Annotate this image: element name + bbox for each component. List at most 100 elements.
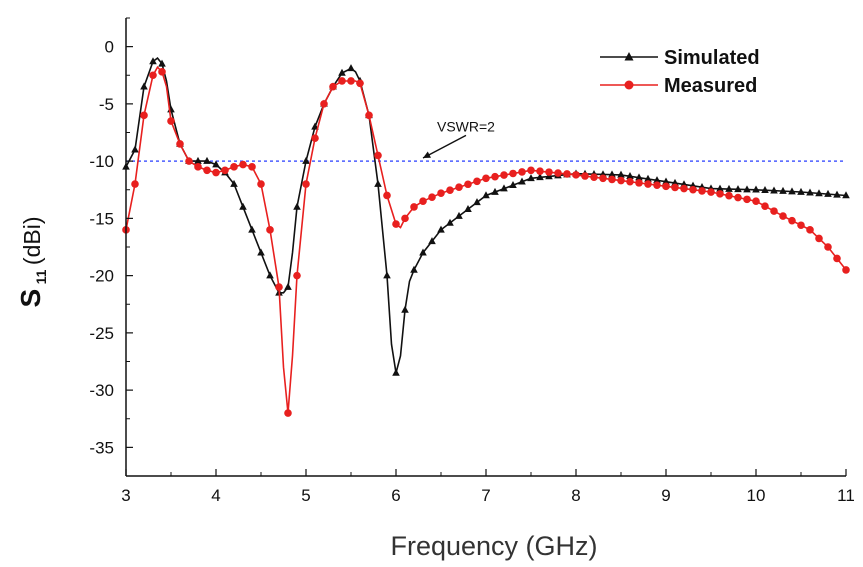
data-point [176, 140, 184, 148]
y-tick-label: 0 [105, 38, 114, 57]
data-point [356, 79, 364, 88]
y-tick-label: -10 [89, 152, 114, 171]
data-point [293, 202, 301, 210]
legend: Simulated Measured [600, 47, 760, 97]
data-point [302, 156, 310, 164]
data-point [518, 168, 526, 176]
y-tick-label: -25 [89, 324, 114, 343]
data-point [797, 187, 805, 195]
data-point [311, 134, 319, 143]
series-line-simulated [125, 56, 847, 374]
data-point [428, 193, 436, 201]
data-point [743, 195, 751, 204]
data-point [572, 171, 580, 179]
data-point [257, 248, 265, 256]
data-point [248, 225, 256, 233]
vswr-annotation-text: VSWR=2 [437, 118, 495, 134]
data-point [374, 151, 382, 160]
vswr-arrow-head [423, 151, 431, 158]
data-point [203, 166, 211, 175]
data-point [410, 203, 418, 211]
data-point [644, 174, 652, 182]
data-point [239, 160, 247, 169]
data-point [761, 202, 769, 210]
legend-label: Simulated [664, 47, 760, 69]
data-point [617, 176, 625, 185]
data-point [725, 184, 733, 192]
data-point [770, 207, 778, 215]
data-point [518, 177, 526, 185]
vswr-annotation-arrow [422, 134, 467, 159]
data-point [284, 409, 292, 417]
x-tick-label: 9 [661, 486, 670, 505]
data-point [680, 184, 688, 193]
data-point [608, 175, 616, 184]
data-point [338, 77, 346, 85]
data-point [662, 177, 670, 185]
axes: 3 4 5 6 7 8 9 10 11 0 -5 -10 -15 -20 -25 -30 -35 [89, 17, 855, 505]
data-point [266, 226, 274, 234]
legend-label: Measured [664, 75, 757, 97]
data-point [653, 176, 661, 184]
x-tick-label: 8 [571, 486, 580, 505]
x-tick-label: 6 [391, 486, 400, 505]
data-point [698, 187, 706, 195]
data-point [815, 234, 823, 243]
data-point [833, 190, 841, 198]
data-point [428, 237, 436, 245]
data-point [581, 172, 589, 180]
data-point [779, 186, 787, 194]
data-point [131, 145, 139, 153]
data-point [716, 190, 724, 198]
data-point [437, 189, 445, 197]
data-point [779, 212, 787, 220]
data-point [842, 266, 850, 274]
data-point [491, 172, 499, 181]
data-point [536, 167, 544, 176]
data-point [266, 271, 274, 279]
data-point [734, 193, 742, 202]
data-point [194, 156, 202, 164]
data-point [788, 216, 796, 225]
data-point [392, 368, 400, 376]
data-point [401, 305, 409, 313]
data-point [806, 188, 814, 196]
legend-marker [624, 52, 634, 61]
data-point [338, 68, 346, 76]
data-point [653, 181, 661, 189]
series-simulated [122, 56, 850, 376]
y-axis-label-unit: (dBi) [19, 217, 45, 266]
data-point [437, 225, 445, 233]
x-tick-label: 4 [211, 486, 220, 505]
y-tick-label: -20 [89, 267, 114, 286]
data-point [590, 173, 598, 181]
data-point [527, 174, 535, 182]
data-point [806, 226, 814, 234]
data-point [158, 59, 166, 67]
data-point [194, 163, 202, 171]
data-point [455, 211, 463, 219]
data-point [383, 271, 391, 279]
data-point [473, 177, 481, 186]
data-point [797, 221, 805, 230]
data-point [446, 218, 454, 226]
data-point [635, 173, 643, 181]
data-point [464, 205, 472, 213]
data-point [509, 169, 517, 178]
data-point [500, 171, 508, 179]
data-point [329, 82, 337, 91]
data-point [203, 156, 211, 164]
y-axis-label: S 11 (dBi) [15, 217, 50, 308]
x-tick-label: 3 [121, 486, 130, 505]
data-point [149, 71, 157, 80]
data-point [410, 265, 418, 273]
data-point [140, 111, 148, 120]
data-point [140, 82, 148, 90]
data-point [752, 197, 760, 205]
labels: Frequency (GHz) S 11 (dBi) [15, 217, 598, 561]
data-point [815, 189, 823, 197]
data-point [347, 77, 355, 85]
data-point [257, 180, 265, 188]
series-line-measured [125, 65, 847, 414]
